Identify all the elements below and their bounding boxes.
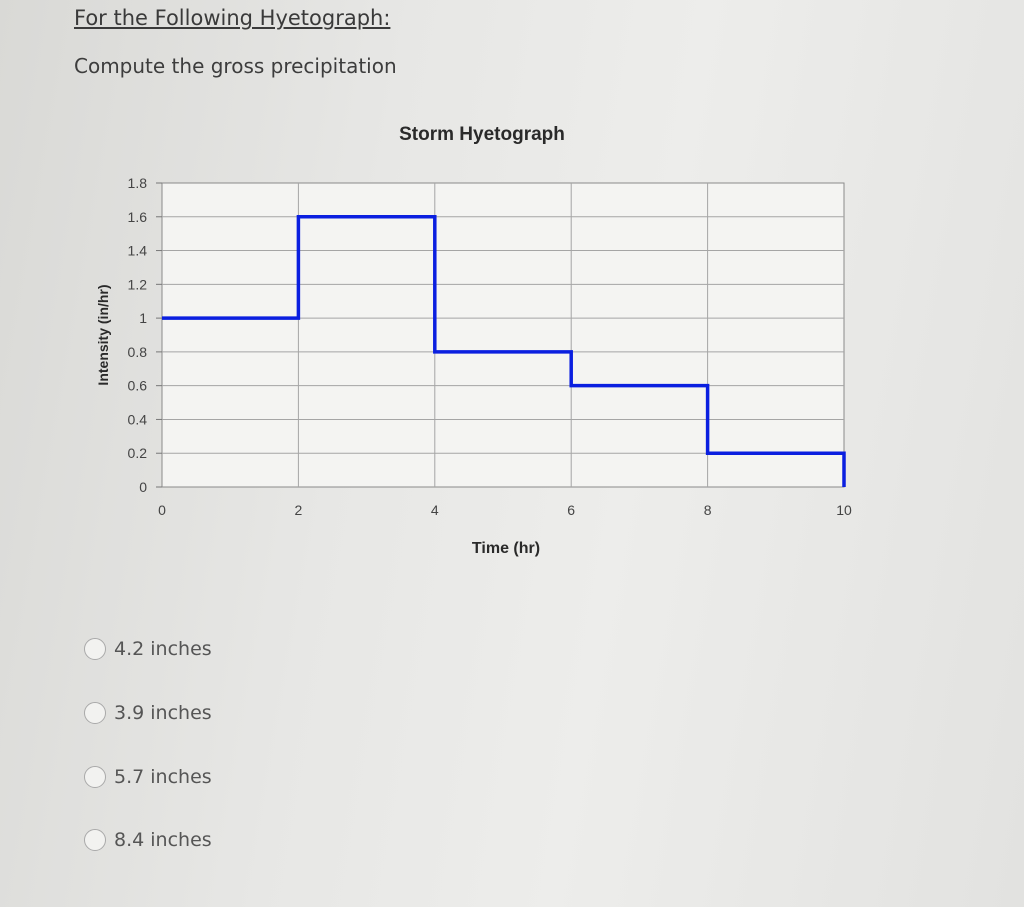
y-tick-label: 0 [139,479,147,495]
y-tick-label: 0.8 [128,344,148,360]
answer-option-4[interactable]: 8.4 inches [84,827,212,853]
y-tick-label: 1.8 [128,175,148,191]
answer-option-1[interactable]: 4.2 inches [84,636,212,662]
x-tick-label: 2 [295,502,303,518]
answer-option-3[interactable]: 5.7 inches [84,764,212,790]
x-axis-label: Time (hr) [472,540,540,557]
y-tick-label: 1.2 [128,276,148,292]
x-tick-label: 6 [567,502,575,518]
y-tick-label: 0.2 [128,445,148,461]
hyetograph-chart: 0 0.2 0.4 0.6 0.8 1 1.2 1.4 1.6 1.8 0 2 4 6 8 10 Storm H… [95,124,852,557]
y-tick-label: 1 [139,310,147,326]
y-tick-label: 1.4 [128,243,148,259]
y-tick-label: 0.6 [128,378,148,394]
y-tick-label: 1.6 [128,209,148,225]
answer-option-label: 8.4 inches [114,829,212,851]
x-tick-label: 4 [431,502,439,518]
answer-option-label: 3.9 inches [114,702,212,724]
chart-title: Storm Hyetograph [399,124,565,145]
y-tick-label: 0.4 [128,411,148,427]
radio-button[interactable] [84,766,106,788]
radio-button[interactable] [84,702,106,724]
y-axis-label: Intensity (in/hr) [95,284,111,385]
plot-area [161,182,845,488]
x-tick-label: 0 [158,502,166,518]
radio-button[interactable] [84,638,106,660]
radio-button[interactable] [84,829,106,851]
intensity-series-line [162,215,846,487]
answer-option-label: 4.2 inches [114,638,212,660]
answer-option-label: 5.7 inches [114,766,212,788]
x-tick-label: 8 [704,502,712,518]
question-heading: For the Following Hyetograph: [74,6,391,30]
question-prompt: Compute the gross precipitation [74,54,397,78]
answer-option-2[interactable]: 3.9 inches [84,700,212,726]
x-tick-label: 10 [836,502,852,518]
